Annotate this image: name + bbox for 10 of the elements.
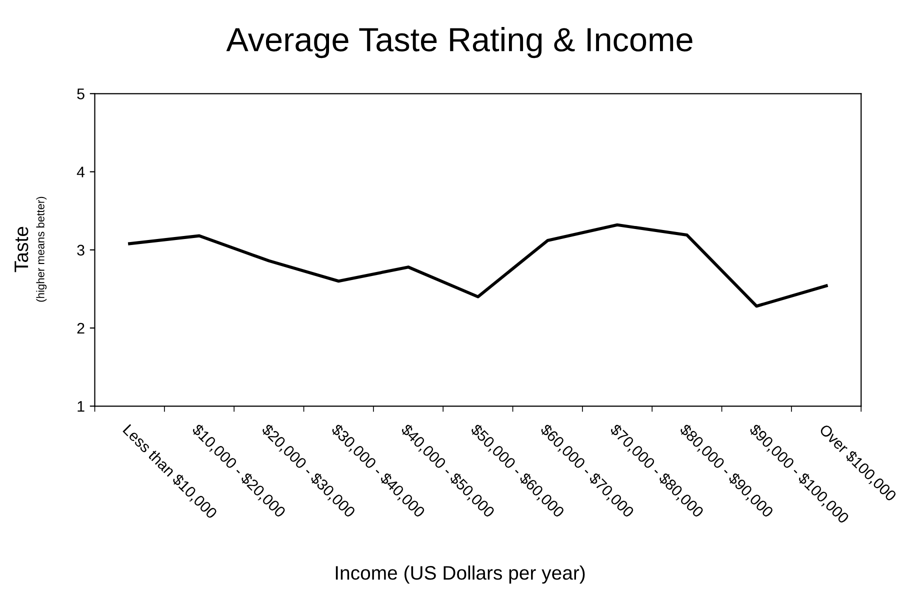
- x-axis-title: Income (US Dollars per year): [336, 565, 585, 584]
- y-axis-title: Taste: [14, 226, 28, 272]
- chart-title: Average Taste Rating & Income: [226, 27, 692, 58]
- y-tick-label: 2: [77, 322, 84, 334]
- line-series: [128, 223, 828, 308]
- y-tick-label: 4: [76, 166, 85, 178]
- y-tick-label: 1: [78, 401, 84, 412]
- y-tick-label: 3: [77, 244, 84, 256]
- text: (higher means better): [36, 196, 47, 302]
- y-tick-label: 5: [77, 88, 84, 100]
